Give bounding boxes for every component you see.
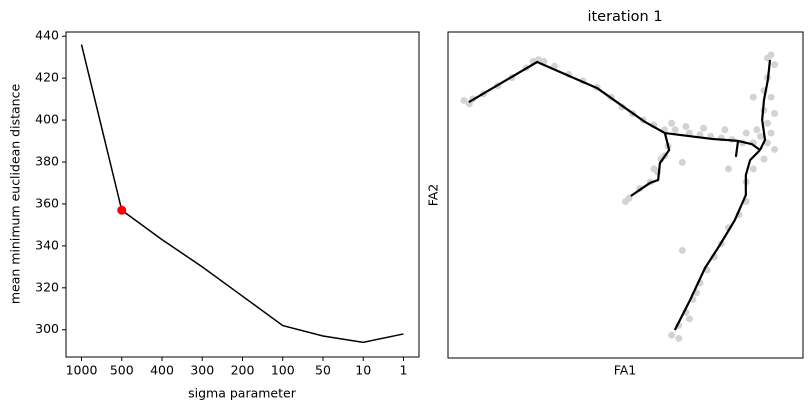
y-tick-label: 440 <box>35 28 59 43</box>
y-tick-label: 420 <box>35 70 59 85</box>
x-tick-label: 100 <box>271 363 295 378</box>
point <box>668 119 676 127</box>
point <box>724 165 732 173</box>
point <box>767 129 775 137</box>
y-tick-label: 340 <box>35 237 59 252</box>
point <box>675 334 683 342</box>
x-tick-label: 400 <box>150 363 174 378</box>
chart-title: iteration 1 <box>587 9 662 25</box>
point <box>671 126 679 134</box>
point <box>742 129 750 137</box>
point <box>678 246 686 254</box>
point <box>685 315 693 323</box>
y-tick-label: 320 <box>35 279 59 294</box>
point <box>767 51 775 59</box>
x-tick-label: 500 <box>110 363 134 378</box>
tree-branch <box>468 60 761 151</box>
left-axes-frame <box>65 31 420 358</box>
x-tick-label: 10 <box>355 363 371 378</box>
tree-branch <box>759 59 772 151</box>
line <box>80 44 404 344</box>
x-tick-label: 50 <box>315 363 331 378</box>
right-axes-frame <box>447 31 804 359</box>
point <box>756 132 764 140</box>
x-tick-label: 1000 <box>66 363 98 378</box>
point <box>721 126 729 134</box>
tree-branch <box>673 149 761 331</box>
y-tick-label: 360 <box>35 195 59 210</box>
point <box>678 158 686 166</box>
point <box>771 61 779 69</box>
point <box>650 165 658 173</box>
point <box>767 93 775 101</box>
point <box>749 93 757 101</box>
y-tick-label: 400 <box>35 112 59 127</box>
point <box>771 145 779 153</box>
point <box>760 155 768 163</box>
x-tick-label: 1 <box>400 363 408 378</box>
point <box>668 331 676 339</box>
y-tick-label: 380 <box>35 154 59 169</box>
point <box>700 124 708 132</box>
x-tick-label: 300 <box>190 363 214 378</box>
point <box>460 96 468 104</box>
x-axis-label: FA1 <box>614 363 637 378</box>
x-axis-label: sigma parameter <box>188 386 297 401</box>
point <box>753 126 761 134</box>
point <box>622 198 629 206</box>
y-axis-label: mean minimum euclidean distance <box>8 84 23 305</box>
tree-branch <box>630 132 671 197</box>
point <box>764 119 771 127</box>
y-axis-label: FA2 <box>426 184 441 207</box>
tree-branch <box>734 140 740 158</box>
x-tick-label: 200 <box>231 363 255 378</box>
highlight-point <box>117 205 127 215</box>
y-tick-label: 300 <box>35 321 59 336</box>
point <box>749 165 757 173</box>
point <box>764 139 771 147</box>
point <box>682 123 690 131</box>
point <box>771 110 779 117</box>
